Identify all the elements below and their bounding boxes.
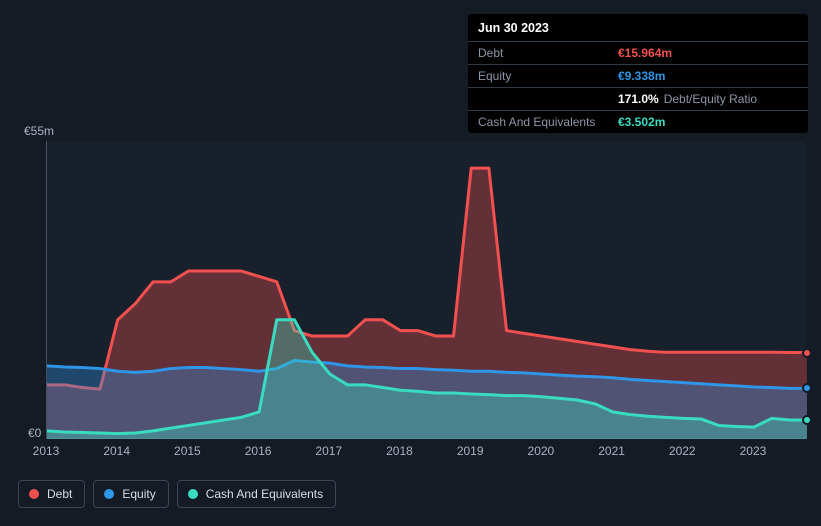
x-axis-tick: 2022 [669, 444, 696, 458]
x-axis-tick: 2018 [386, 444, 413, 458]
tooltip-panel: Jun 30 2023 Debt€15.964mEquity€9.338m171… [468, 14, 808, 133]
x-axis-tick: 2016 [245, 444, 272, 458]
legend-label: Debt [47, 487, 72, 501]
x-axis-tick: 2017 [315, 444, 342, 458]
tooltip-row: Equity€9.338m [468, 64, 808, 87]
tooltip-row-value: €9.338m [618, 69, 665, 83]
chart-plot-area[interactable] [46, 141, 806, 439]
tooltip-row-label: Cash And Equivalents [478, 115, 618, 129]
x-axis-tick: 2020 [528, 444, 555, 458]
x-axis-tick: 2021 [598, 444, 625, 458]
x-axis-tick: 2019 [457, 444, 484, 458]
tooltip-row-value: 171.0% [618, 92, 659, 106]
y-axis-max-label: €55m [24, 124, 54, 138]
legend-item[interactable]: Cash And Equivalents [177, 480, 336, 508]
series-end-marker [802, 348, 812, 358]
legend-label: Cash And Equivalents [206, 487, 323, 501]
legend-item[interactable]: Debt [18, 480, 85, 508]
legend-item[interactable]: Equity [93, 480, 168, 508]
tooltip-row-label: Equity [478, 69, 618, 83]
x-axis-tick: 2015 [174, 444, 201, 458]
series-end-marker [802, 415, 812, 425]
legend-swatch-icon [104, 489, 114, 499]
tooltip-row-label: Debt [478, 46, 618, 60]
legend-swatch-icon [29, 489, 39, 499]
tooltip-row: Cash And Equivalents€3.502m [468, 110, 808, 133]
x-axis-tick: 2023 [740, 444, 767, 458]
tooltip-row: Debt€15.964m [468, 41, 808, 64]
tooltip-row-value: €15.964m [618, 46, 672, 60]
x-axis-tick: 2013 [33, 444, 60, 458]
tooltip-row-label [478, 92, 618, 106]
x-axis-tick: 2014 [103, 444, 130, 458]
tooltip-row: 171.0% Debt/Equity Ratio [468, 87, 808, 110]
tooltip-row-value: €3.502m [618, 115, 665, 129]
series-end-marker [802, 383, 812, 393]
y-axis-min-label: €0 [28, 426, 41, 440]
legend-label: Equity [122, 487, 155, 501]
legend-swatch-icon [188, 489, 198, 499]
tooltip-date: Jun 30 2023 [468, 14, 808, 41]
tooltip-row-extra: Debt/Equity Ratio [664, 92, 757, 106]
legend: Debt Equity Cash And Equivalents [18, 480, 336, 508]
